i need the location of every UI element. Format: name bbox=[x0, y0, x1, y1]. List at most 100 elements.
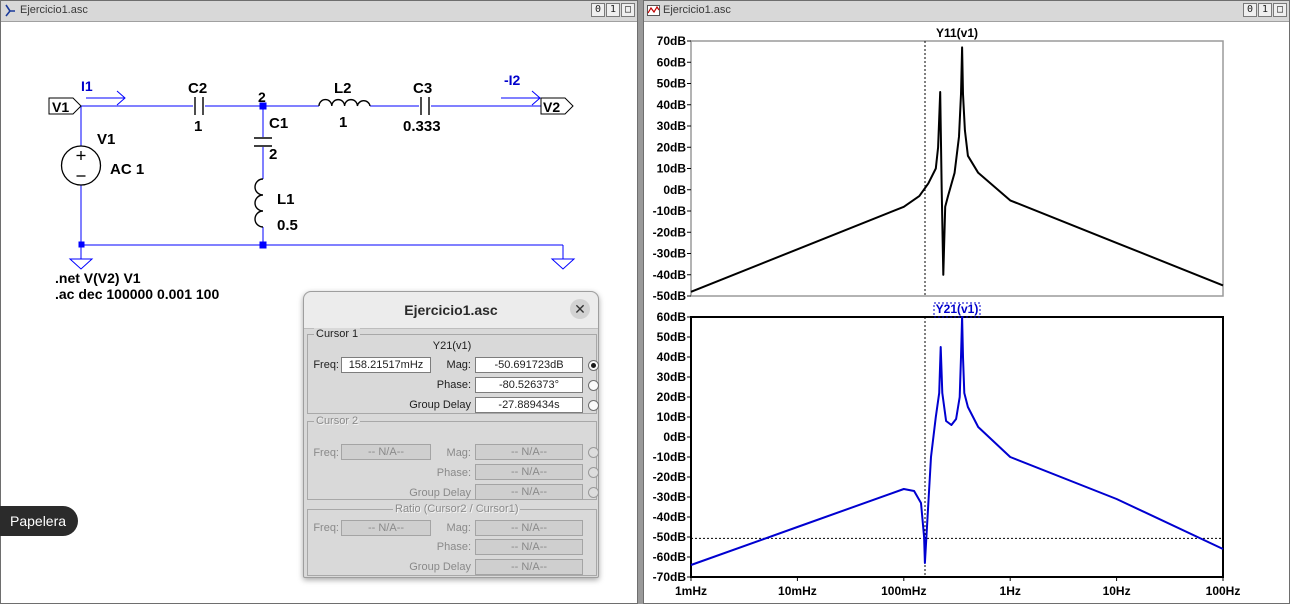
cursor1-mag-field[interactable]: -50.691723dB bbox=[475, 357, 583, 373]
cursor1-phase-label: Phase: bbox=[436, 379, 471, 391]
minimize-button[interactable]: 0 bbox=[591, 3, 605, 17]
y-tick-label: 70dB bbox=[657, 34, 687, 48]
capacitor-c1-symbol bbox=[254, 137, 272, 147]
x-tick-label: 100mHz bbox=[881, 584, 926, 598]
ratio-phase-field: -- N/A-- bbox=[475, 539, 583, 555]
cursor1-group-delay-label: Group Delay bbox=[409, 399, 471, 411]
x-tick-label: 1mHz bbox=[675, 584, 707, 598]
x-tick-label: 10mHz bbox=[778, 584, 817, 598]
ratio-group-delay-field: -- N/A-- bbox=[475, 559, 583, 575]
ratio-mag-field: -- N/A-- bbox=[475, 520, 583, 536]
port-v2-label: V2 bbox=[543, 99, 560, 115]
cursor-dialog[interactable]: Ejercicio1.asc ✕ Cursor 1 Y21(v1) Freq: … bbox=[303, 291, 599, 578]
y-tick-label: -60dB bbox=[653, 550, 687, 564]
l2-name-label: L2 bbox=[334, 80, 352, 97]
inductor-l2-symbol bbox=[318, 98, 371, 107]
cursor-dialog-header[interactable]: Ejercicio1.asc ✕ bbox=[304, 292, 598, 329]
cursor1-group-delay-field[interactable]: -27.889434s bbox=[475, 397, 583, 413]
trace-line bbox=[690, 46, 1224, 293]
cursor1-group-delay-radio[interactable] bbox=[588, 400, 599, 411]
cursor2-freq-label: Freq: bbox=[313, 447, 339, 459]
l1-name-label: L1 bbox=[277, 191, 295, 208]
y-tick-label: 40dB bbox=[657, 98, 687, 112]
y-tick-label: 30dB bbox=[657, 119, 687, 133]
node-dot bbox=[78, 241, 85, 248]
trace-title: Y11(v1) bbox=[936, 26, 978, 40]
y-tick-label: -30dB bbox=[653, 490, 687, 504]
y-tick-label: 0dB bbox=[663, 183, 686, 197]
y-tick-label: -50dB bbox=[653, 530, 687, 544]
restore-button[interactable]: 1 bbox=[606, 3, 620, 17]
plot-pane-frame bbox=[690, 40, 1224, 297]
y-tick-label: -10dB bbox=[653, 450, 687, 464]
cursor1-freq-field[interactable]: 158.21517mHz bbox=[341, 357, 431, 373]
cursor1-group-label: Cursor 1 bbox=[314, 328, 361, 340]
maximize-button[interactable]: □ bbox=[621, 3, 635, 17]
node-2-label: 2 bbox=[258, 89, 266, 105]
ratio-mag-label: Mag: bbox=[446, 522, 471, 534]
y-tick-label: 60dB bbox=[657, 310, 687, 324]
x-tick-label: 1Hz bbox=[1000, 584, 1021, 598]
y-tick-label: -20dB bbox=[653, 470, 687, 484]
port-v1-label: V1 bbox=[52, 99, 69, 115]
cursor2-mag-label: Mag: bbox=[446, 447, 471, 459]
c1-name-label: C1 bbox=[269, 115, 288, 132]
cursor2-group-delay-radio bbox=[588, 487, 599, 498]
current-arrow-i1 bbox=[86, 90, 126, 106]
cursor2-mag-radio bbox=[588, 447, 599, 458]
y-tick-label: -10dB bbox=[653, 204, 687, 218]
waveform-window-titlebar[interactable]: Ejercicio1.asc 0 1 □ bbox=[644, 1, 1289, 22]
close-icon[interactable]: ✕ bbox=[570, 299, 590, 319]
y-tick-label: -50dB bbox=[653, 289, 687, 303]
ratio-freq-field: -- N/A-- bbox=[341, 520, 431, 536]
x-tick-label: 10Hz bbox=[1103, 584, 1131, 598]
cursor2-mag-field: -- N/A-- bbox=[475, 444, 583, 460]
ratio-group-delay-label: Group Delay bbox=[409, 561, 471, 573]
waveform-viewer-icon bbox=[647, 5, 660, 16]
schematic-window-titlebar[interactable]: Ejercicio1.asc 0 1 □ bbox=[1, 1, 637, 22]
c1-value-label: 2 bbox=[269, 146, 277, 163]
c2-name-label: C2 bbox=[188, 80, 207, 97]
schematic-canvas[interactable]: V1 V2 I1 -I2 2 C2 1 C1 2 L2 1 C3 0.333 L… bbox=[1, 22, 637, 603]
maximize-button[interactable]: □ bbox=[1273, 3, 1287, 17]
y-tick-label: 0dB bbox=[663, 430, 686, 444]
inductor-l1-symbol bbox=[254, 178, 264, 228]
ground-icon bbox=[550, 258, 576, 270]
node-dot bbox=[259, 102, 267, 110]
cursor2-phase-field: -- N/A-- bbox=[475, 464, 583, 480]
l2-value-label: 1 bbox=[339, 114, 347, 131]
y-tick-label: 40dB bbox=[657, 350, 687, 364]
minimize-button[interactable]: 0 bbox=[1243, 3, 1257, 17]
cursor1-mag-label: Mag: bbox=[446, 359, 471, 371]
cursor1-group: Cursor 1 Y21(v1) Freq: 158.21517mHz Mag:… bbox=[307, 328, 599, 414]
spice-directive-ac[interactable]: .ac dec 100000 0.001 100 bbox=[55, 286, 219, 302]
cursor2-phase-label: Phase: bbox=[436, 467, 471, 479]
ratio-group-label: Ratio (Cursor2 / Cursor1) bbox=[393, 503, 521, 515]
y-tick-label: 10dB bbox=[657, 410, 687, 424]
current-arrow-i2 bbox=[501, 90, 541, 106]
trace-title-selection-box bbox=[933, 302, 981, 318]
c3-value-label: 0.333 bbox=[403, 118, 441, 135]
x-tick-label: 100Hz bbox=[1206, 584, 1241, 598]
cursor1-phase-field[interactable]: -80.526373° bbox=[475, 377, 583, 393]
cursor1-phase-radio[interactable] bbox=[588, 380, 599, 391]
node-dot bbox=[259, 241, 267, 249]
restore-button[interactable]: 1 bbox=[1258, 3, 1272, 17]
capacitor-c3-symbol bbox=[420, 97, 430, 115]
y-tick-label: 30dB bbox=[657, 370, 687, 384]
trace-line bbox=[690, 316, 1224, 566]
port-flag-v2 bbox=[540, 97, 574, 115]
c3-name-label: C3 bbox=[413, 80, 432, 97]
waveform-window[interactable]: Ejercicio1.asc 0 1 □ 70dB 60dB 50dB 40dB 30d… bbox=[643, 0, 1290, 604]
current-i1-label: I1 bbox=[81, 78, 93, 94]
y-tick-label: -70dB bbox=[653, 570, 687, 584]
waveform-plot-area[interactable]: 70dB 60dB 50dB 40dB 30dB 20dB 10dB 0dB -10dB -20d… bbox=[644, 22, 1289, 603]
trash-desktop-item[interactable]: Papelera bbox=[0, 506, 79, 536]
cursor2-phase-radio bbox=[588, 467, 599, 478]
spice-directive-net[interactable]: .net V(V2) V1 bbox=[55, 270, 141, 286]
y-tick-label: -30dB bbox=[653, 247, 687, 261]
ratio-phase-label: Phase: bbox=[436, 541, 471, 553]
v1-name-label: V1 bbox=[97, 131, 115, 148]
cursor1-mag-radio[interactable] bbox=[588, 360, 599, 371]
capacitor-c2-symbol bbox=[194, 97, 204, 115]
